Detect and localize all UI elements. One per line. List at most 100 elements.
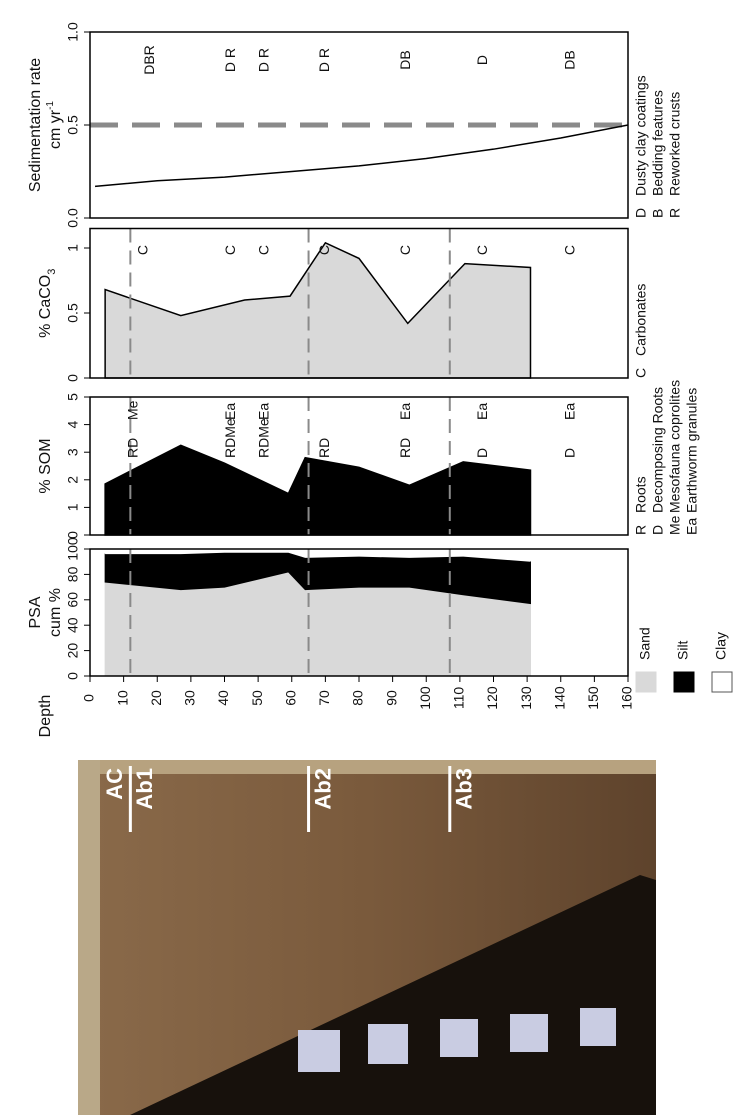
- y-tick-label: 3: [65, 448, 81, 456]
- y-tick-label: 1: [65, 503, 81, 511]
- annotation: D: [562, 448, 578, 458]
- surface: [78, 760, 656, 774]
- x-tick-label: 110: [451, 687, 467, 710]
- annotation: D: [474, 448, 490, 458]
- panel: 0 0.5 1 % CaCO3 C C C C C C C C Carbonates: [37, 227, 649, 382]
- legend-swatch: [635, 671, 657, 693]
- x-tick-label: 20: [148, 690, 164, 706]
- legend-text: Decomposing Roots: [650, 387, 666, 513]
- legend-swatch: [711, 671, 733, 693]
- x-tick-label: 60: [282, 690, 298, 706]
- y-axis-title-line2: cum %: [47, 588, 64, 637]
- annotation: C: [135, 245, 151, 255]
- x-tick-label: 0: [81, 694, 97, 702]
- annotation: C: [256, 245, 272, 255]
- photo: AC Ab1 Ab2 Ab3: [78, 760, 656, 1115]
- scale-card: [510, 1014, 548, 1052]
- legend-swatch: [673, 671, 695, 693]
- y-tick-label: 0: [65, 374, 81, 382]
- y-axis-title: % SOM: [37, 438, 54, 493]
- pit-shadow: [130, 875, 656, 1115]
- plot-frame: [89, 31, 629, 219]
- scale-cards: [298, 1008, 616, 1072]
- x-tick-label: 50: [249, 690, 265, 706]
- legend-code: Ea: [684, 518, 700, 535]
- horizon-label: Ab1: [132, 768, 157, 810]
- legend-code: D: [633, 208, 649, 218]
- y-tick-label: 20: [65, 643, 81, 659]
- title-subscript: 3: [46, 269, 58, 275]
- legend-code: D: [650, 525, 666, 535]
- annotation: C: [562, 245, 578, 255]
- x-tick-label: 140: [551, 686, 567, 710]
- annotation: DB: [562, 50, 578, 69]
- y-tick-label: 60: [65, 592, 81, 608]
- y-tick-label: 0.5: [65, 303, 81, 323]
- y-tick-label: 1.0: [65, 22, 81, 42]
- annotation: C: [397, 245, 413, 255]
- annotation: D: [474, 55, 490, 65]
- y-tick-label: 1: [65, 244, 81, 252]
- x-tick-label: 100: [417, 686, 433, 710]
- y-axis-title: Sedimentation rate: [27, 58, 44, 192]
- legend-text: Roots: [633, 476, 649, 513]
- title-text: % CaCO: [37, 275, 54, 338]
- legend-code: B: [650, 209, 666, 218]
- unit-text: cm yr: [47, 109, 64, 149]
- y-tick-label: 0.5: [65, 115, 81, 135]
- y-tick-label: 2: [65, 476, 81, 484]
- scale-card: [440, 1019, 478, 1057]
- annotation: RD: [124, 438, 140, 458]
- x-tick-label: 90: [383, 690, 399, 706]
- legend-label: Clay: [713, 632, 729, 660]
- y-tick-label: 40: [65, 617, 81, 633]
- y-tick-label: 5: [65, 393, 81, 401]
- annotation: RDMe: [256, 418, 272, 458]
- x-tick-label: 10: [114, 690, 130, 706]
- legend-code: R: [667, 208, 683, 218]
- x-tick-label: 120: [484, 686, 500, 710]
- legend-text: Reworked crusts: [667, 92, 683, 196]
- annotation: Ea: [562, 403, 578, 420]
- x-tick-label: 70: [316, 690, 332, 706]
- legend-text: Dusty clay coatings: [633, 75, 649, 196]
- annotation: C: [316, 245, 332, 255]
- surface-grass: [78, 760, 100, 1115]
- annotation: Ea: [474, 403, 490, 420]
- y-axis-title: % CaCO3: [37, 269, 58, 338]
- legend-code: Me: [667, 515, 683, 535]
- x-tick-label: 160: [619, 686, 635, 710]
- legend-code: R: [633, 525, 649, 535]
- annotation: RD: [397, 438, 413, 458]
- x-axis-title: Depth: [37, 695, 54, 738]
- legend-label: Sand: [637, 627, 653, 660]
- plot-frame: [89, 227, 629, 379]
- area: [104, 444, 532, 536]
- annotation: RD: [316, 438, 332, 458]
- stacked-area: [105, 549, 531, 562]
- y-axis-unit: cm yr-1: [45, 101, 64, 149]
- scale-card: [298, 1030, 340, 1072]
- annotation: RDMe: [222, 418, 238, 458]
- horizon-label: Ab2: [310, 768, 335, 810]
- y-tick-label: 80: [65, 566, 81, 582]
- legend-text: Carbonates: [633, 284, 649, 356]
- horizon-label: Ab3: [452, 768, 477, 810]
- annotation: DB: [397, 50, 413, 69]
- annotation: Ea: [256, 403, 272, 420]
- legend-text: Mesofauna coprolites: [667, 380, 683, 513]
- annotation: D R: [256, 48, 272, 72]
- y-axis-title: PSA: [27, 596, 44, 628]
- y-tick-label: 0: [65, 672, 81, 680]
- x-tick-label: 30: [182, 690, 198, 706]
- y-tick-label: 100: [65, 537, 81, 561]
- annotation: Ea: [397, 403, 413, 420]
- x-tick-label: 150: [585, 686, 601, 710]
- horizon-label: AC: [102, 768, 127, 800]
- x-tick-label: 130: [518, 686, 534, 710]
- y-tick-label: 4: [65, 420, 81, 428]
- panel: 0 20 40 60 80 100 PSA cum % Sand Silt Clay 0 10 20 30 4…: [27, 537, 733, 738]
